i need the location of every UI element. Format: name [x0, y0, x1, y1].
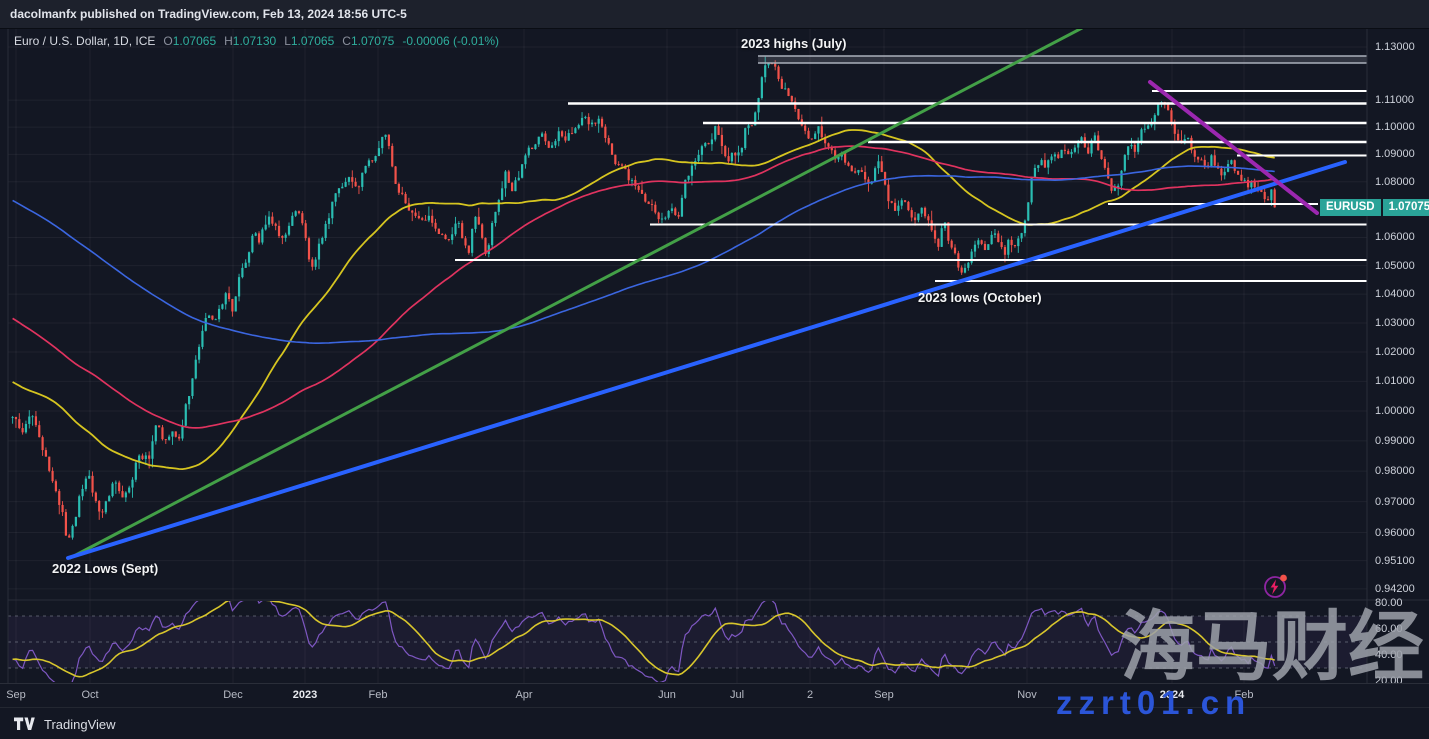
close-label: C [342, 34, 351, 48]
grid [8, 28, 1367, 683]
price-tick-label: 1.04000 [1375, 288, 1415, 301]
price-tick-label: 0.99000 [1375, 434, 1415, 447]
chart-annotation: 2023 lows (October) [918, 290, 1042, 305]
support-resistance-levels[interactable] [455, 90, 1367, 282]
chart-annotation: 2023 highs (July) [741, 36, 847, 51]
rsi-tick-label: 80.00 [1375, 597, 1403, 609]
high-label: H [224, 34, 233, 48]
price-tick-label: 0.95100 [1375, 554, 1415, 567]
open-value: 1.07065 [172, 34, 217, 48]
watermark-domain: zzrt01.cn [1056, 684, 1252, 721]
resistance-band[interactable] [758, 55, 1367, 64]
price-tick-label: 1.05000 [1375, 259, 1415, 272]
uptrend-green-from-2022-lows[interactable] [68, 28, 1084, 560]
time-scale[interactable]: Sep Oct Dec 2023 Feb Apr Jun Jul 2 Sep Nov 2024 Feb [0, 683, 1429, 708]
price-tick-label: 0.98000 [1375, 465, 1415, 478]
rsi-line [12, 601, 1276, 682]
watermark-cjk: 海马财经 [1120, 605, 1424, 690]
uptrend-blue-from-2022-lows[interactable] [66, 160, 1347, 560]
rsi-tick-label: 60.00 [1375, 623, 1403, 635]
rsi-ma-line [12, 601, 1275, 678]
price-tick-label: 1.00000 [1375, 404, 1415, 417]
rsi-panel [8, 601, 1367, 682]
tradingview-brand-text: TradingView [44, 716, 116, 732]
chart-annotation: 2022 Lows (Sept) [52, 561, 159, 576]
time-tick-label: Apr [515, 689, 533, 701]
low-label: L [284, 34, 291, 48]
open-label: O [163, 34, 173, 48]
price-tick-label: 1.01000 [1375, 375, 1415, 388]
sma-200-line [12, 165, 1275, 344]
downtrend-purple-from-dec-high[interactable] [1148, 80, 1319, 215]
time-tick-label: 2 [806, 689, 814, 701]
time-tick-label: Feb [368, 689, 388, 701]
time-tick-label: Sep [874, 689, 894, 701]
price-tick-label: 1.13000 [1375, 41, 1415, 53]
high-value: 1.07130 [232, 34, 277, 48]
published-info-text: dacolmanfx published on TradingView.com,… [10, 7, 407, 21]
price-flag-price: 1.07075 [1382, 198, 1429, 216]
close-value: 1.07075 [350, 34, 395, 48]
price-tick-label: 0.94200 [1375, 582, 1415, 595]
footer-bar: TradingView [0, 707, 1429, 739]
price-tick-label: 1.06000 [1375, 231, 1415, 244]
price-tick-label: 1.10000 [1375, 121, 1415, 134]
price-tick-label: 1.03000 [1375, 316, 1415, 329]
price-tick-label: 1.11000 [1375, 94, 1414, 107]
low-value: 1.07065 [290, 34, 335, 48]
time-tick-label: 2024 [1159, 689, 1185, 701]
time-tick-label: 2023 [292, 689, 318, 701]
candlestick-series [11, 56, 1276, 540]
published-info-bar: dacolmanfx published on TradingView.com,… [0, 0, 1429, 29]
price-tick-label: 1.08000 [1375, 175, 1415, 188]
sma-50-line [12, 129, 1275, 471]
boost-icon[interactable] [1264, 574, 1287, 598]
time-tick-label: Oct [81, 689, 99, 701]
tradingview-logo-icon[interactable] [14, 717, 35, 731]
sma-100-line [12, 145, 1275, 429]
time-tick-label: Nov [1017, 689, 1037, 701]
time-tick-label: Jun [658, 689, 676, 701]
time-tick-label: Feb [1234, 689, 1254, 701]
time-tick-label: Sep [6, 689, 26, 701]
rsi-tick-label: 20.00 [1375, 675, 1403, 687]
time-tick-label: Dec [223, 689, 243, 701]
chart-legend: Euro / U.S. Dollar, 1D, ICE O1.07065 H1.… [14, 34, 499, 48]
rsi-tick-label: 40.00 [1375, 649, 1403, 661]
price-tick-label: 1.09000 [1375, 148, 1415, 161]
price-tick-label: 0.96000 [1375, 526, 1415, 539]
change-value: -0.00006 (-0.01%) [402, 34, 500, 48]
price-tick-label: 1.02000 [1375, 345, 1415, 358]
pane-borders [7, 28, 1429, 683]
price-tick-label: 0.97000 [1375, 495, 1415, 508]
price-scale[interactable]: 1.13000 1.11000 1.10000 1.09000 1.08000 1.060… [1367, 28, 1429, 687]
price-flag: EURUSD 1.07075 [1320, 198, 1429, 216]
time-tick-label: Jul [729, 689, 745, 701]
price-flag-symbol: EURUSD [1320, 198, 1381, 216]
symbol-title[interactable]: Euro / U.S. Dollar, 1D, ICE [14, 34, 156, 48]
